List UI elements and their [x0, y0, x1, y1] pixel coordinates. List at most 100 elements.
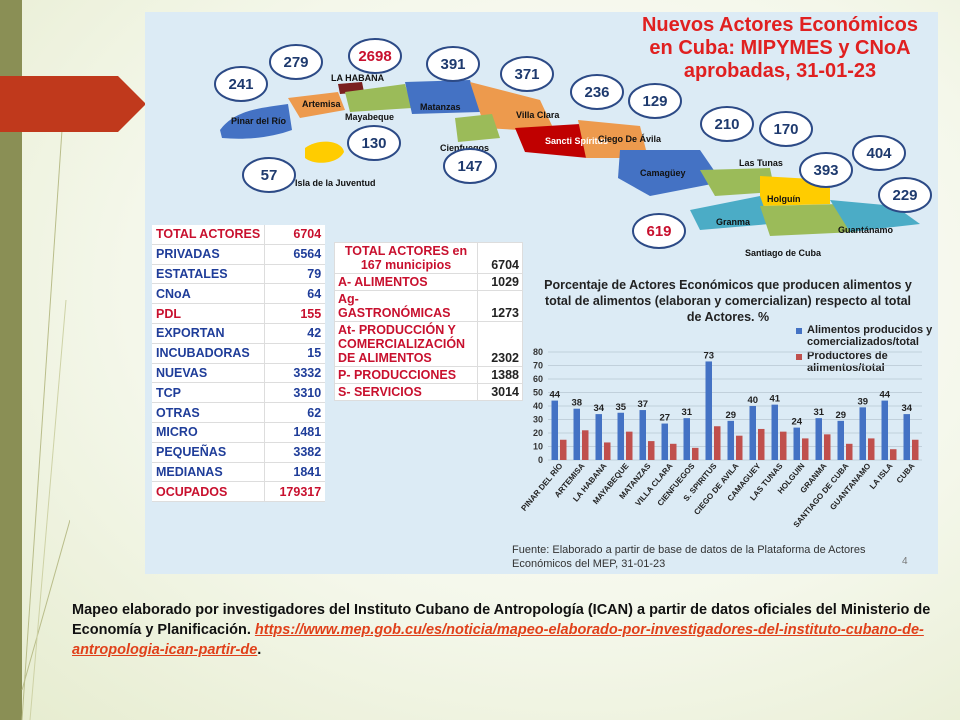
title-line-2: en Cuba: MIPYMES y CNoA [649, 37, 911, 59]
data-label: 34 [901, 403, 912, 414]
data-label: 41 [769, 394, 780, 405]
summary-table: TOTAL ACTORES 6704 PRIVADAS 6564 ESTATALES 79… [152, 225, 326, 503]
summary-row: TCP 3310 [152, 382, 326, 404]
decorative-lines [21, 129, 70, 720]
summary-label: TCP [152, 382, 265, 404]
caption-text: Mapeo elaborado por investigadores del I… [72, 602, 931, 638]
bar-series1 [859, 407, 866, 460]
map-label-camaguey: Camagüey [640, 168, 686, 178]
bubble-guantanamo: 229 [892, 187, 917, 204]
bar-series2 [868, 438, 875, 460]
data-label: 40 [747, 395, 758, 406]
bubble-ciego: 129 [642, 93, 667, 110]
activity-label: P- PRODUCCIONES [334, 366, 478, 384]
bar-series2 [648, 441, 655, 460]
y-tick-label: 60 [533, 374, 543, 384]
bubble-habana: 2698 [358, 48, 391, 65]
x-tick-label: GUANTANAMO [828, 462, 872, 512]
slide-left-bar [0, 0, 22, 720]
summary-row: PEQUEÑAS 3382 [152, 442, 326, 463]
activity-value: 3014 [477, 383, 523, 401]
summary-row: TOTAL ACTORES 6704 [152, 225, 326, 245]
summary-value: 3382 [264, 442, 326, 463]
y-tick-label: 80 [533, 347, 543, 357]
bubble-santiago: 404 [866, 145, 892, 162]
map-label-mayabeque: Mayabeque [345, 112, 394, 122]
summary-row: PRIVADAS 6564 [152, 244, 326, 265]
y-tick-label: 30 [533, 415, 543, 425]
summary-value: 62 [264, 402, 326, 423]
bar-series1 [793, 427, 800, 460]
y-tick-label: 50 [533, 388, 543, 398]
title-line-3: aprobadas, 31-01-23 [683, 60, 877, 82]
data-label: 35 [615, 402, 626, 413]
province-santiago [760, 204, 856, 236]
bar-series2 [582, 430, 589, 460]
caption-link[interactable]: https://www.mep.gob.cu/es/noticia/mapeo-… [72, 622, 924, 658]
summary-row: ESTATALES 79 [152, 264, 326, 285]
activity-label: S- SERVICIOS [334, 383, 478, 401]
bubble-pinar: 241 [228, 76, 253, 93]
bar-series2 [714, 426, 721, 460]
y-tick-label: 10 [533, 442, 543, 452]
map-label-santiago: Santiago de Cuba [745, 248, 822, 258]
activity-value: 1029 [477, 273, 523, 291]
province-granma [690, 196, 770, 230]
data-label: 73 [703, 350, 714, 361]
title-line-1: Nuevos Actores Económicos [641, 14, 918, 36]
page-number: 4 [902, 556, 908, 567]
summary-value: 155 [264, 303, 326, 324]
cuba-map: Pinar del Río Artemisa LA HABANA Mayabeq… [214, 38, 932, 258]
summary-row: OTRAS 62 [152, 402, 326, 423]
bubble-cienfuegos: 147 [457, 158, 482, 175]
bar-series1 [727, 420, 734, 460]
y-tick-label: 40 [533, 401, 543, 411]
activity-row: TOTAL ACTORES en 167 municipios 6704 [334, 242, 523, 274]
data-label: 24 [791, 417, 802, 428]
summary-label: MEDIANAS [152, 462, 265, 483]
summary-value: 1481 [264, 422, 326, 443]
y-tick-label: 0 [538, 455, 543, 465]
x-tick-label: LA ISLA [868, 461, 895, 491]
caption-end: . [257, 642, 262, 658]
summary-value: 3332 [264, 363, 326, 384]
bubble-holguin: 393 [813, 162, 838, 179]
summary-value: 179317 [264, 481, 326, 503]
bar-series1 [661, 423, 668, 460]
bar-series1 [903, 414, 910, 460]
activity-row: S- SERVICIOS 3014 [334, 383, 523, 401]
data-label: 27 [659, 413, 670, 424]
province-matanzas [405, 80, 480, 114]
bar-series2 [846, 443, 853, 460]
data-label: 44 [549, 390, 560, 401]
bubble-sancti: 236 [584, 84, 609, 101]
activity-value: 6704 [477, 242, 523, 274]
bar-series2 [692, 447, 699, 460]
bar-series1 [573, 408, 580, 460]
activity-row: Ag- GASTRONÓMICAS 1273 [334, 290, 523, 322]
summary-label: OCUPADOS [152, 481, 265, 503]
summary-label: ESTATALES [152, 264, 265, 285]
bar-series2 [758, 428, 765, 460]
activity-row: P- PRODUCCIONES 1388 [334, 366, 523, 384]
activity-value: 1273 [477, 290, 523, 322]
bubble-granma: 619 [646, 223, 671, 240]
summary-label: OTRAS [152, 402, 265, 423]
y-tick-label: 70 [533, 361, 543, 371]
bar-series2 [802, 438, 809, 460]
bar-series2 [670, 443, 677, 460]
bubble-mayabeque: 130 [361, 135, 386, 152]
y-tick-label: 20 [533, 428, 543, 438]
summary-label: TOTAL ACTORES [152, 225, 265, 245]
summary-value: 1841 [264, 462, 326, 483]
bar-series2 [912, 439, 919, 460]
bubble-lastunas: 170 [773, 121, 798, 138]
data-label: 39 [857, 396, 868, 407]
summary-label: MICRO [152, 422, 265, 443]
activity-value: 1388 [477, 366, 523, 384]
activity-label: At- PRODUCCIÓN Y COMERCIALIZACIÓN DE ALI… [334, 321, 478, 367]
map-label-ciego: Ciego De Ávila [598, 134, 662, 144]
summary-row: MICRO 1481 [152, 422, 326, 443]
bubble-matanzas: 391 [440, 56, 465, 73]
